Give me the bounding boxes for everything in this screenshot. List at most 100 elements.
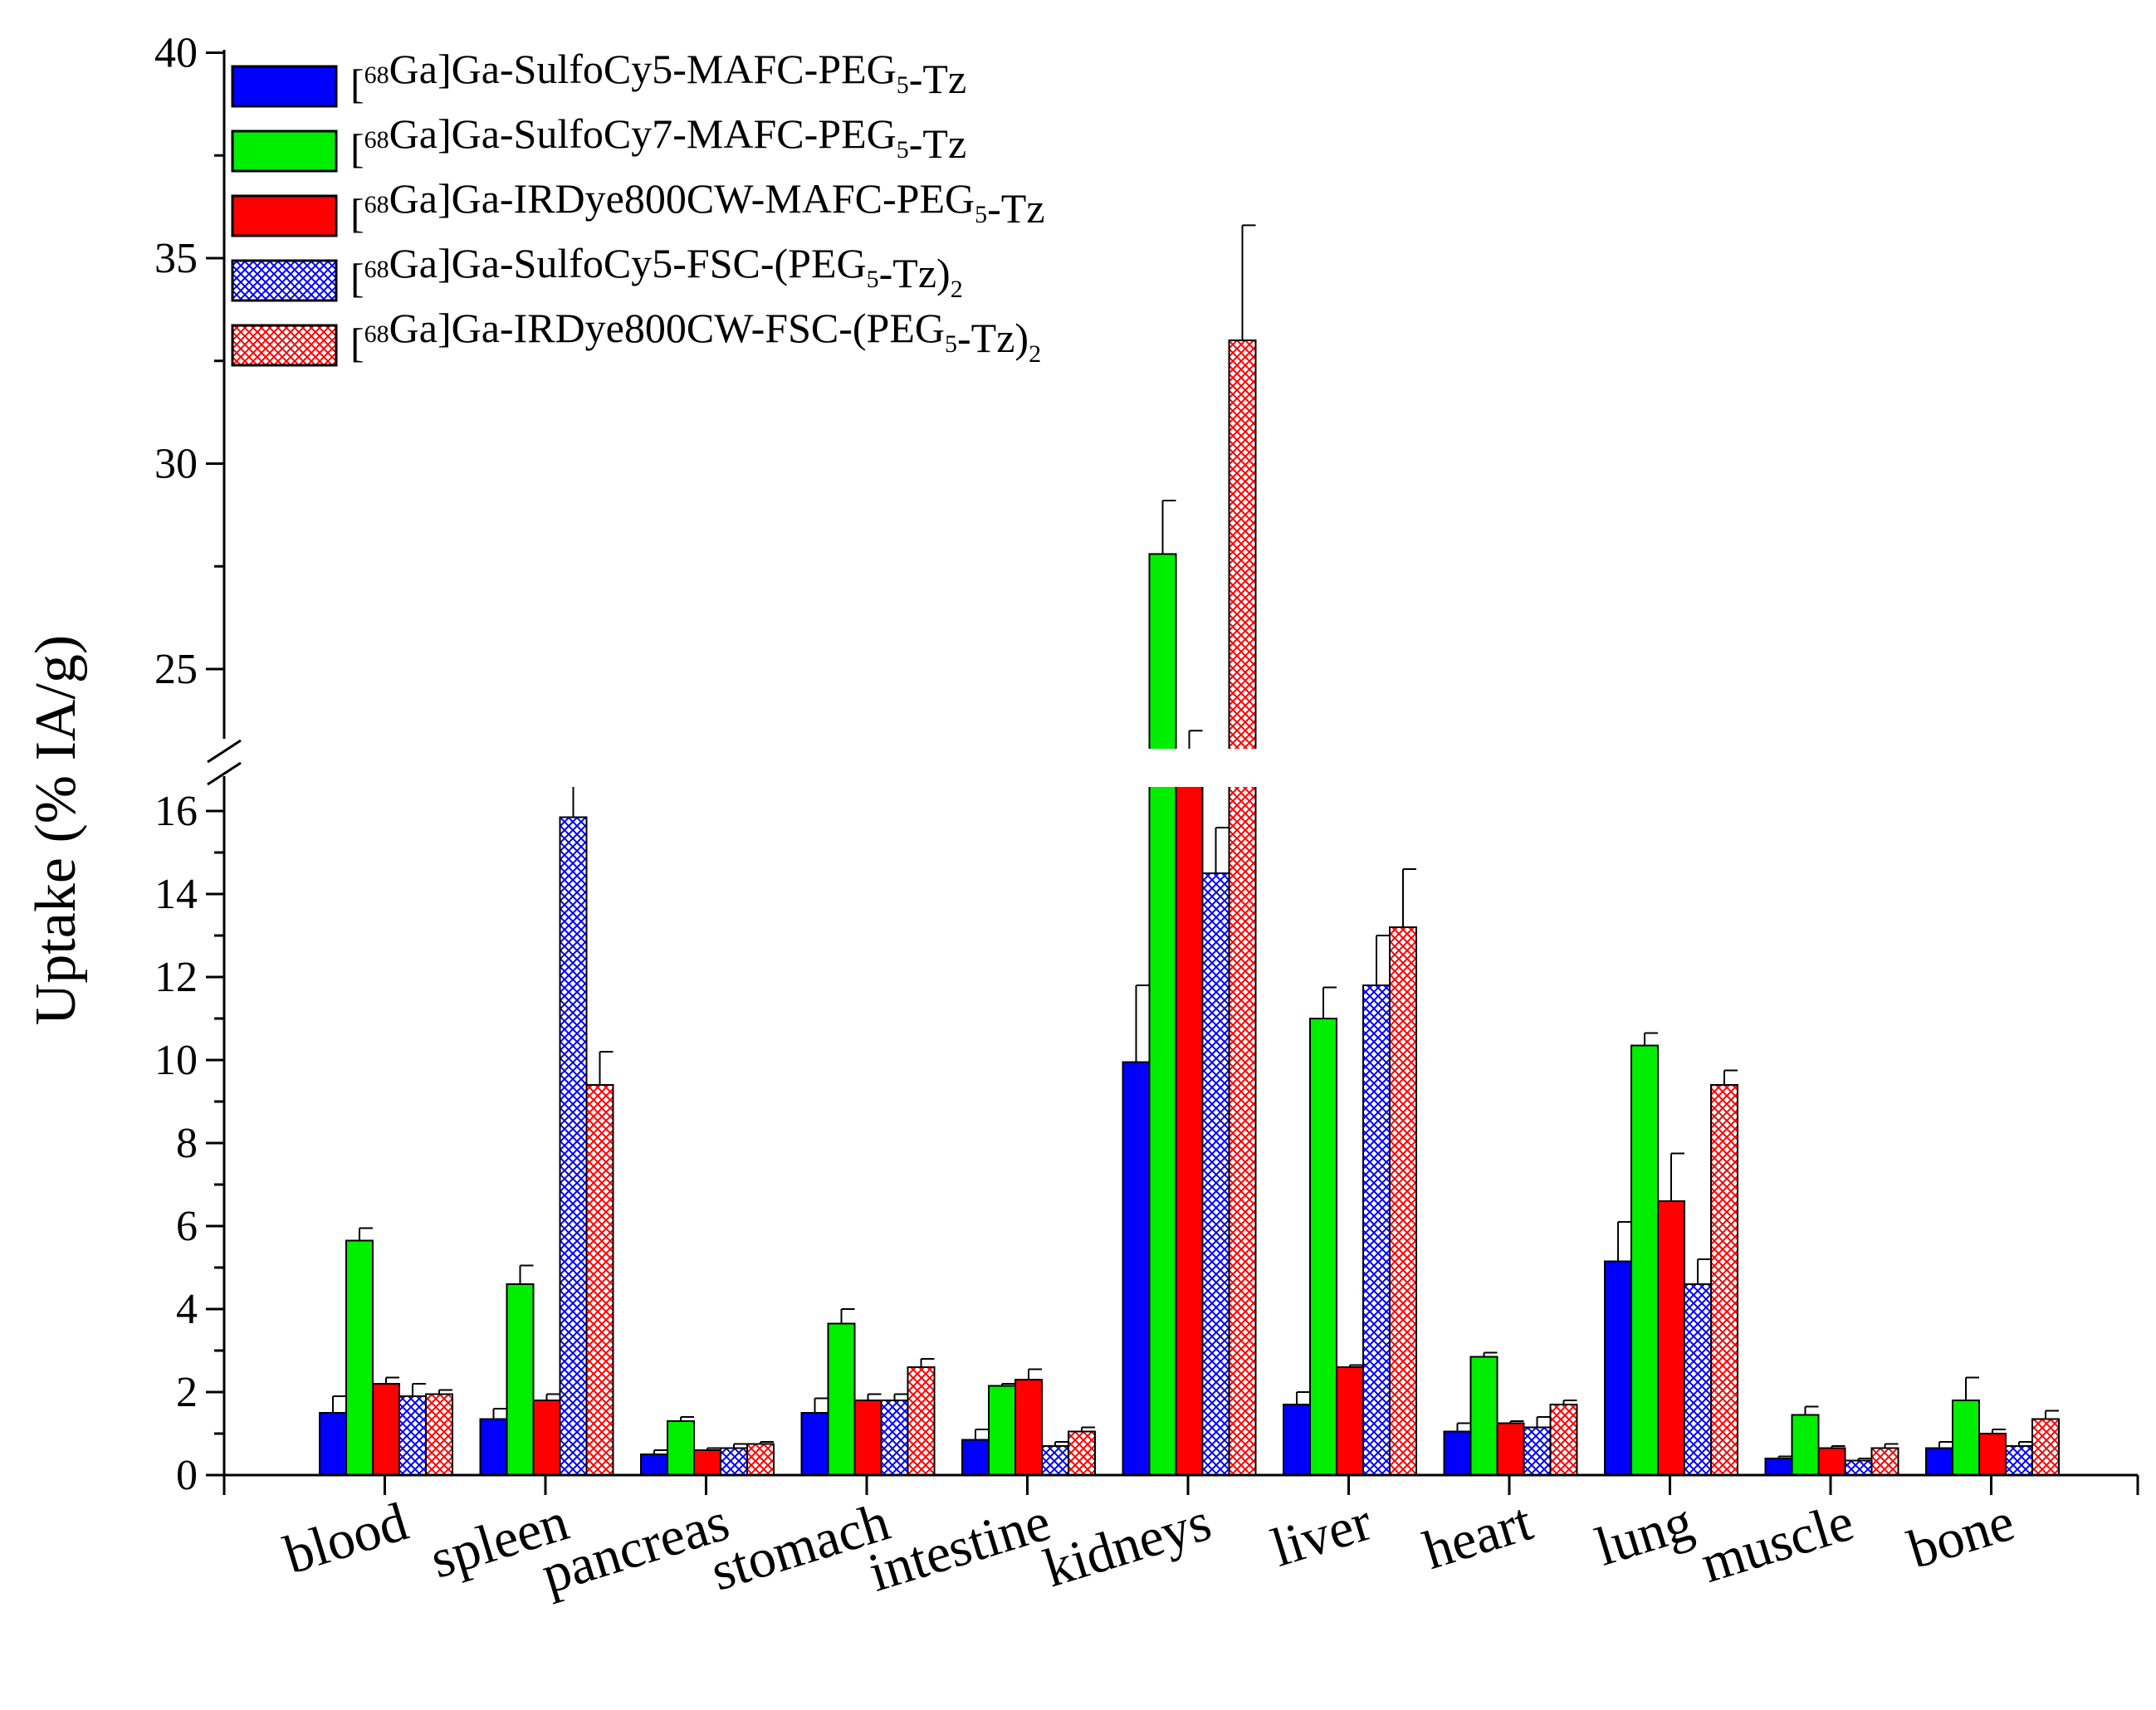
bar-muscle-series-1: [1764, 1458, 1793, 1476]
bar-muscle-series-4: [1844, 1459, 1873, 1476]
bar-stomach-series-4: [880, 1400, 909, 1476]
axis-break-mark: [207, 739, 242, 786]
x-label-liver: liver: [1264, 1492, 1378, 1579]
bar-lung-series-2: [1630, 1044, 1659, 1476]
bar-kidneys-series-3: [1175, 750, 1204, 1476]
bars-layer: [227, 224, 2141, 1476]
error-bar-stomach-series-2: [840, 1308, 855, 1324]
legend-swatch-5: [231, 324, 338, 367]
bar-spleen-series-3: [532, 1400, 561, 1476]
error-bar-intestine-series-5: [1081, 1426, 1095, 1432]
error-bar-intestine-series-2: [1001, 1383, 1015, 1386]
bar-liver-series-4: [1362, 984, 1391, 1476]
error-bar-stomach-series-4: [893, 1393, 908, 1400]
legend-label-3: [68Ga]Ga-IRDye800CW-MAFC-PEG5-Tz: [350, 175, 1045, 237]
x-label-bone: bone: [1901, 1492, 2021, 1581]
bar-liver-series-1: [1283, 1404, 1311, 1476]
bar-stomach-series-2: [827, 1322, 856, 1476]
y-tick-label-30: 30: [154, 441, 198, 488]
error-bar-blood-series-1: [332, 1395, 346, 1413]
legend-swatch-4: [231, 259, 338, 302]
error-bar-liver-series-2: [1322, 986, 1337, 1019]
error-bar-spleen-series-1: [492, 1408, 507, 1419]
error-bar-blood-series-3: [385, 1376, 399, 1384]
error-bar-blood-series-2: [359, 1227, 373, 1241]
bar-kidneys-series-2: [1148, 553, 1177, 1476]
error-bar-heart-series-4: [1536, 1416, 1551, 1428]
y-tick-label-4: 4: [176, 1286, 198, 1333]
bar-kidneys-series-4: [1201, 872, 1230, 1476]
error-bar-spleen-series-5: [599, 1051, 614, 1085]
error-bar-heart-series-3: [1509, 1420, 1524, 1424]
legend-item-2: [68Ga]Ga-SulfoCy7-MAFC-PEG5-Tz: [231, 110, 966, 173]
y-tick-label-0: 0: [176, 1452, 198, 1499]
error-bar-blood-series-4: [412, 1383, 426, 1396]
legend-swatch-2: [231, 129, 338, 173]
bar-intestine-series-4: [1041, 1445, 1069, 1476]
y-tick-label-6: 6: [176, 1203, 198, 1250]
x-label-kidneys: kidneys: [1037, 1492, 1218, 1600]
x-label-intestine: intestine: [862, 1492, 1057, 1604]
error-bar-spleen-series-2: [519, 1264, 534, 1284]
error-bar-lung-series-1: [1617, 1221, 1631, 1262]
x-label-heart: heart: [1416, 1492, 1538, 1581]
legend-item-5: [68Ga]Ga-IRDye800CW-FSC-(PEG5-Tz)2: [231, 305, 1041, 368]
error-bar-lung-series-3: [1670, 1152, 1684, 1201]
y-tick-label-25: 25: [154, 646, 198, 693]
bar-spleen-series-5: [585, 1084, 614, 1476]
bar-lung-series-3: [1657, 1200, 1685, 1476]
bar-lung-series-5: [1710, 1084, 1738, 1476]
bar-muscle-series-3: [1817, 1447, 1846, 1476]
bar-heart-series-5: [1549, 1404, 1578, 1476]
bar-lung-series-1: [1604, 1260, 1632, 1476]
legend-label-2: [68Ga]Ga-SulfoCy7-MAFC-PEG5-Tz: [350, 110, 966, 172]
y-tick-label-40: 40: [154, 30, 198, 77]
error-bar-intestine-series-3: [1028, 1368, 1042, 1380]
bar-bone-series-4: [2005, 1445, 2033, 1476]
bar-intestine-series-1: [961, 1439, 990, 1476]
error-bar-bone-series-2: [1965, 1376, 1979, 1400]
error-bar-bone-series-1: [1938, 1441, 1953, 1449]
bar-bone-series-3: [1978, 1433, 2007, 1476]
bar-intestine-series-3: [1014, 1379, 1043, 1476]
error-bar-stomach-series-3: [867, 1393, 882, 1400]
x-label-muscle: muscle: [1694, 1492, 1860, 1595]
axis-break-gap: [227, 749, 2141, 787]
legend-swatch-1: [231, 65, 338, 108]
error-bar-kidneys-series-1: [1135, 984, 1150, 1063]
bar-spleen-series-2: [506, 1283, 535, 1476]
error-bar-liver-series-1: [1296, 1391, 1310, 1405]
y-tick-label-12: 12: [154, 954, 198, 1001]
bar-heart-series-1: [1443, 1430, 1472, 1476]
error-bar-stomach-series-1: [814, 1397, 829, 1413]
error-bar-bone-series-3: [1992, 1429, 2006, 1434]
legend-item-1: [68Ga]Ga-SulfoCy5-MAFC-PEG5-Tz: [231, 46, 966, 108]
error-bar-stomach-series-5: [920, 1358, 935, 1367]
error-bar-liver-series-4: [1376, 935, 1390, 985]
error-bar-muscle-series-3: [1831, 1445, 1846, 1449]
error-bar-lung-series-4: [1697, 1258, 1711, 1284]
bar-heart-series-4: [1523, 1426, 1552, 1476]
error-bar-lung-series-5: [1723, 1069, 1738, 1085]
bar-spleen-series-1: [479, 1418, 508, 1476]
legend-swatch-3: [231, 194, 338, 237]
bar-bone-series-5: [2031, 1418, 2060, 1476]
error-bar-bone-series-5: [2045, 1410, 2059, 1419]
error-bar-liver-series-5: [1402, 868, 1416, 927]
legend-label-4: [68Ga]Ga-SulfoCy5-FSC-(PEG5-Tz)2: [350, 240, 963, 303]
error-bar-kidneys-series-5: [1241, 224, 1256, 340]
error-bar-muscle-series-2: [1804, 1405, 1819, 1415]
legend-label-5: [68Ga]Ga-IRDye800CW-FSC-(PEG5-Tz)2: [350, 305, 1041, 368]
y-tick-label-2: 2: [176, 1369, 198, 1416]
y-tick-label-10: 10: [154, 1037, 198, 1084]
bar-pancreas-series-1: [640, 1454, 668, 1476]
bar-heart-series-3: [1496, 1422, 1525, 1476]
bar-kidneys-series-1: [1122, 1061, 1151, 1476]
bar-pancreas-series-2: [667, 1420, 695, 1476]
error-bar-muscle-series-4: [1857, 1458, 1872, 1461]
bar-pancreas-series-3: [693, 1449, 721, 1476]
bar-blood-series-3: [372, 1383, 400, 1476]
error-bar-kidneys-series-4: [1215, 827, 1230, 873]
error-bar-lung-series-2: [1644, 1032, 1658, 1046]
